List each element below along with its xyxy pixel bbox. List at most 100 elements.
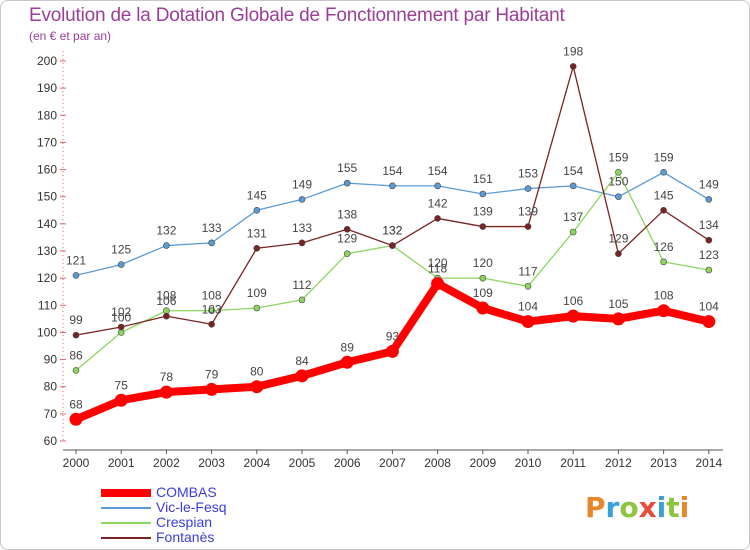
data-label: 138 bbox=[337, 207, 357, 221]
y-tick-label: 200 bbox=[37, 54, 57, 68]
data-label: 120 bbox=[473, 256, 493, 270]
data-point bbox=[343, 225, 351, 233]
data-label: 104 bbox=[699, 300, 719, 314]
data-point bbox=[253, 206, 261, 214]
legend-swatch bbox=[101, 506, 151, 509]
data-label: 149 bbox=[699, 177, 719, 191]
data-label: 105 bbox=[608, 297, 628, 311]
data-point bbox=[569, 182, 577, 190]
data-label: 154 bbox=[563, 164, 583, 178]
data-point bbox=[705, 236, 713, 244]
x-tick-label: 2012 bbox=[605, 456, 632, 470]
series-combas bbox=[69, 277, 716, 426]
y-tick-label: 150 bbox=[37, 190, 57, 204]
x-tick-label: 2010 bbox=[515, 456, 542, 470]
data-point bbox=[163, 312, 170, 320]
x-tick-label: 2003 bbox=[198, 456, 225, 470]
data-label: 133 bbox=[202, 221, 222, 235]
data-label: 129 bbox=[608, 232, 628, 246]
logo-letter: P bbox=[585, 491, 606, 524]
data-point bbox=[253, 244, 261, 252]
proxiti-logo: Proxiti bbox=[585, 491, 689, 524]
data-label: 100 bbox=[111, 310, 131, 324]
data-point bbox=[208, 307, 215, 315]
x-tick-label: 2004 bbox=[243, 456, 270, 470]
logo-letter: r bbox=[605, 491, 620, 524]
data-point bbox=[298, 239, 306, 247]
y-tick-label: 180 bbox=[37, 108, 57, 122]
data-point bbox=[479, 190, 487, 198]
data-point bbox=[434, 182, 441, 190]
data-label: 139 bbox=[473, 205, 493, 219]
legend: COMBAS Vic-le-Fesq Crespian Fontanès bbox=[101, 485, 227, 545]
data-label: 134 bbox=[699, 218, 719, 232]
data-point bbox=[163, 307, 170, 315]
legend-label: Crespian bbox=[156, 514, 213, 530]
data-label: 154 bbox=[382, 164, 402, 178]
data-label: 106 bbox=[156, 294, 176, 308]
x-tick-label: 2005 bbox=[289, 456, 316, 470]
legend-swatch bbox=[101, 521, 151, 524]
y-tick-label: 140 bbox=[37, 217, 57, 231]
data-point bbox=[343, 179, 351, 187]
data-point bbox=[660, 206, 667, 214]
data-point bbox=[250, 380, 264, 394]
y-tick-label: 80 bbox=[44, 380, 58, 394]
data-label: 121 bbox=[66, 253, 86, 267]
y-tick-label: 160 bbox=[37, 163, 57, 177]
data-label: 68 bbox=[69, 397, 83, 411]
data-point bbox=[72, 331, 80, 339]
data-point bbox=[569, 228, 577, 236]
data-label: 126 bbox=[654, 240, 674, 254]
data-point bbox=[476, 301, 490, 315]
data-label: 198 bbox=[563, 44, 583, 58]
data-label: 155 bbox=[337, 161, 357, 175]
series-fontan-s bbox=[72, 63, 713, 339]
legend-swatch bbox=[101, 488, 151, 497]
data-label: 103 bbox=[202, 302, 222, 316]
data-label: 129 bbox=[337, 232, 357, 246]
data-label: 118 bbox=[428, 262, 447, 276]
data-label: 145 bbox=[654, 188, 674, 202]
data-label: 106 bbox=[563, 294, 583, 308]
x-tick-label: 2014 bbox=[695, 456, 722, 470]
data-point bbox=[615, 168, 622, 176]
x-tick-label: 2011 bbox=[560, 456, 586, 470]
data-label: 108 bbox=[202, 289, 222, 303]
data-label: 151 bbox=[473, 172, 493, 186]
data-point bbox=[343, 250, 351, 258]
data-point bbox=[163, 242, 170, 249]
data-point bbox=[524, 223, 532, 230]
data-label: 99 bbox=[69, 313, 83, 327]
data-label: 117 bbox=[518, 264, 537, 278]
x-tick-label: 2008 bbox=[424, 456, 451, 470]
y-tick-label: 60 bbox=[44, 434, 58, 448]
data-point bbox=[657, 304, 671, 318]
data-label: 142 bbox=[428, 196, 448, 210]
x-tick-label: 2000 bbox=[63, 456, 90, 470]
legend-swatch bbox=[101, 536, 151, 539]
y-tick-label: 100 bbox=[37, 325, 57, 339]
data-point bbox=[389, 242, 396, 249]
data-label: 84 bbox=[295, 354, 309, 368]
data-point bbox=[479, 223, 487, 230]
data-point bbox=[660, 258, 667, 266]
x-tick-label: 2007 bbox=[379, 456, 406, 470]
data-point bbox=[569, 63, 577, 70]
data-label: 137 bbox=[563, 210, 583, 224]
data-label: 123 bbox=[699, 248, 719, 262]
x-tick-label: 2001 bbox=[108, 456, 135, 470]
data-label: 132 bbox=[156, 224, 176, 238]
data-label: 104 bbox=[518, 300, 538, 314]
x-tick-label: 2006 bbox=[334, 456, 361, 470]
y-tick-label: 110 bbox=[38, 298, 57, 312]
y-tick-label: 120 bbox=[37, 271, 57, 285]
data-point bbox=[208, 239, 215, 247]
y-tick-label: 190 bbox=[37, 81, 57, 95]
data-label: 93 bbox=[386, 329, 400, 343]
data-point bbox=[205, 382, 219, 396]
y-tick-label: 90 bbox=[44, 353, 58, 367]
data-label: 108 bbox=[654, 289, 674, 303]
data-point bbox=[117, 261, 125, 268]
data-point bbox=[117, 329, 125, 336]
